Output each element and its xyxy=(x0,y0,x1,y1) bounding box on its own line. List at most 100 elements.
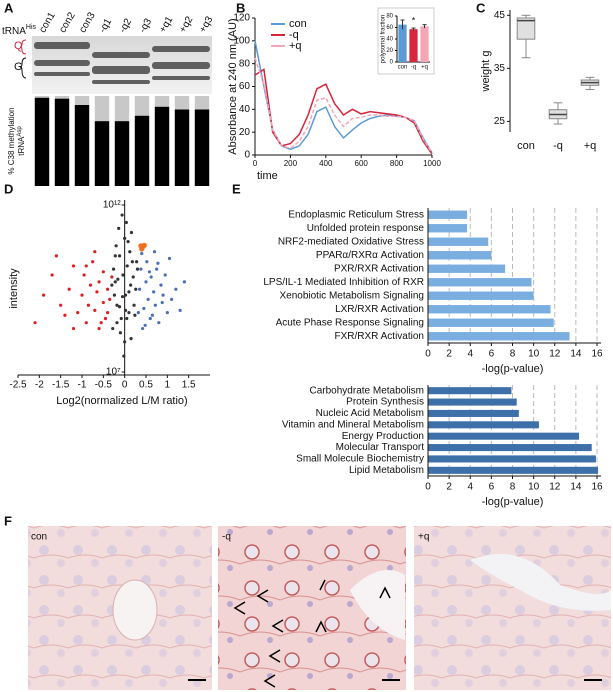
y-tick-label: 0 xyxy=(244,150,250,161)
x-tick-label: 200 xyxy=(284,159,298,168)
point xyxy=(88,283,93,287)
bar xyxy=(154,106,170,186)
y-tick-label: Protein Synthesis xyxy=(346,397,424,408)
x-tick-label: -1.5 xyxy=(52,380,70,391)
vessel xyxy=(112,579,158,641)
point xyxy=(161,293,165,297)
point xyxy=(50,273,54,277)
bar xyxy=(428,237,489,246)
lane-label: -q2 xyxy=(117,16,134,34)
point xyxy=(163,273,167,277)
point xyxy=(54,254,59,258)
y-tick-label: 60 xyxy=(386,25,393,31)
point xyxy=(170,297,174,301)
point xyxy=(110,283,114,287)
bar xyxy=(428,291,534,300)
series-line xyxy=(254,68,433,155)
x-tick-label: 6 xyxy=(489,349,495,360)
point xyxy=(139,267,143,271)
point xyxy=(122,354,126,358)
micrograph-label: +q xyxy=(418,532,429,543)
y-axis-label-sup: Asp xyxy=(17,126,23,137)
point xyxy=(93,250,97,254)
annotation: * xyxy=(412,16,416,26)
bar xyxy=(114,121,130,186)
point xyxy=(115,321,119,325)
y-axis-label: tRNAAsp xyxy=(17,126,27,156)
x-tick-label: -q xyxy=(411,65,416,71)
point xyxy=(117,254,122,258)
point xyxy=(118,331,122,335)
bar xyxy=(428,444,592,452)
point xyxy=(126,240,130,244)
x-tick-label: -1 xyxy=(78,380,87,391)
x-tick-label: +q xyxy=(584,140,597,152)
x-tick-label: 16 xyxy=(591,482,603,493)
bar xyxy=(420,26,429,63)
point xyxy=(59,303,63,307)
point xyxy=(130,260,134,264)
lane-label: con2 xyxy=(57,10,78,35)
x-tick-label: 0.5 xyxy=(139,380,153,391)
bar xyxy=(409,29,418,63)
point xyxy=(116,277,120,281)
point xyxy=(123,236,127,240)
lane-label: con1 xyxy=(37,10,58,35)
point xyxy=(120,213,124,217)
x-tick-label: 8 xyxy=(510,349,516,360)
point xyxy=(153,303,157,307)
vessel xyxy=(470,553,611,611)
y-tick-label: 80 xyxy=(386,14,393,20)
y-tick-label: 45 xyxy=(494,10,506,21)
y-tick-label: Energy Production xyxy=(342,431,424,442)
point xyxy=(108,297,112,301)
x-tick-label: -q xyxy=(553,140,563,152)
x-tick-label: 10 xyxy=(528,349,540,360)
bar xyxy=(428,332,570,341)
x-tick-label: 10 xyxy=(528,482,540,493)
x-tick-label: 6 xyxy=(489,482,495,493)
point xyxy=(97,280,101,284)
x-tick-label: 400 xyxy=(319,159,333,168)
point xyxy=(114,244,118,248)
point xyxy=(141,242,147,248)
point xyxy=(99,321,103,325)
x-axis-label: time xyxy=(257,170,278,182)
point xyxy=(63,313,67,317)
point xyxy=(106,287,110,291)
point xyxy=(115,303,119,307)
point xyxy=(119,316,123,321)
x-tick-label: 16 xyxy=(591,349,603,360)
point xyxy=(33,321,37,325)
lane-label: con3 xyxy=(77,10,98,35)
x-tick-label: 4 xyxy=(467,349,473,360)
x-tick-label: 1000 xyxy=(423,159,441,168)
point xyxy=(120,295,125,299)
point xyxy=(165,311,169,315)
bar xyxy=(428,305,551,314)
point xyxy=(113,280,117,284)
point xyxy=(129,283,133,287)
point xyxy=(123,308,128,312)
x-tick-label: 2 xyxy=(446,349,452,360)
x-tick-label: 4 xyxy=(467,482,473,493)
y-tick-label: 10¹² xyxy=(103,200,121,211)
vessel xyxy=(350,570,405,640)
point xyxy=(147,270,152,274)
point xyxy=(110,275,114,279)
point xyxy=(127,311,131,315)
y-tick-label: 120 xyxy=(233,13,250,24)
x-axis-label: Log2(normalized L/M ratio) xyxy=(56,395,187,407)
point xyxy=(91,260,95,264)
x-tick-label: 0 xyxy=(425,349,431,360)
x-tick-label: 600 xyxy=(355,159,369,168)
gel-bracket xyxy=(19,39,27,55)
y-axis-label-line: tRNA xyxy=(17,136,26,156)
legend-label: +q xyxy=(289,40,302,52)
x-tick-label: 0 xyxy=(122,380,128,391)
point xyxy=(135,260,139,264)
point xyxy=(84,264,88,268)
x-tick-label: 12 xyxy=(549,482,561,493)
bar xyxy=(34,97,50,186)
